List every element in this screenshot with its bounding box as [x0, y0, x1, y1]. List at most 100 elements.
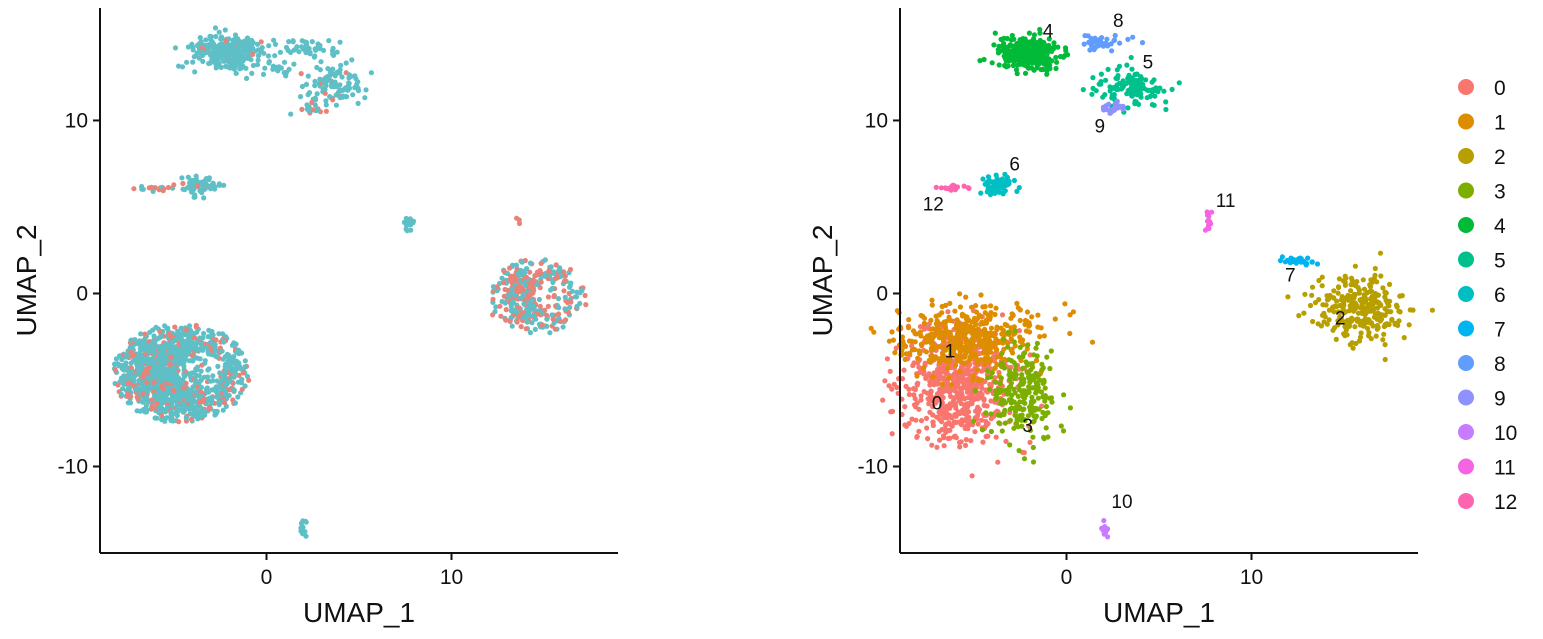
scatter-point	[1163, 99, 1169, 105]
scatter-point	[983, 423, 989, 429]
scatter-point	[1014, 416, 1020, 423]
scatter-point	[1046, 57, 1052, 63]
scatter-point	[1350, 345, 1356, 351]
cluster-label: 1	[945, 342, 956, 363]
scatter-point	[1047, 365, 1053, 372]
scatter-point	[542, 257, 548, 263]
scatter-point	[985, 312, 991, 318]
scatter-point	[958, 422, 965, 428]
scatter-point	[501, 268, 507, 274]
scatter-point	[222, 27, 228, 33]
scatter-point	[1006, 384, 1012, 391]
scatter-point	[947, 335, 953, 341]
scatter-point	[221, 373, 227, 379]
scatter-point	[513, 308, 519, 314]
scatter-point	[152, 185, 158, 191]
scatter-point	[562, 273, 568, 279]
scatter-point	[169, 349, 175, 355]
scatter-point	[1022, 70, 1029, 76]
scatter-point	[929, 297, 935, 303]
scatter-point	[997, 381, 1003, 387]
scatter-point	[1029, 314, 1035, 320]
scatter-point	[968, 349, 974, 355]
scatter-point	[868, 325, 874, 331]
scatter-point	[1380, 337, 1386, 343]
scatter-point	[527, 330, 534, 336]
scatter-point	[1039, 367, 1045, 373]
scatter-point	[1009, 392, 1015, 398]
scatter-point	[558, 318, 564, 325]
cluster-label: 6	[1009, 155, 1020, 176]
scatter-point	[518, 272, 524, 278]
scatter-point	[986, 343, 993, 349]
scatter-point	[1016, 328, 1023, 334]
scatter-point	[1342, 319, 1348, 325]
scatter-point	[226, 54, 232, 60]
scatter-point	[1367, 320, 1373, 326]
legend-swatch	[1458, 389, 1474, 406]
scatter-point	[1040, 48, 1046, 54]
scatter-point	[1319, 283, 1325, 289]
scatter-point	[975, 404, 981, 410]
scatter-point	[983, 320, 990, 326]
scatter-point	[118, 391, 124, 397]
scatter-point	[173, 336, 179, 342]
scatter-point	[1103, 77, 1109, 83]
scatter-point	[255, 57, 261, 63]
scatter-point	[569, 288, 576, 294]
scatter-point	[1033, 358, 1039, 364]
scatter-point	[961, 183, 967, 189]
scatter-point	[889, 408, 896, 414]
scatter-point	[1410, 307, 1416, 313]
scatter-point	[323, 102, 329, 108]
scatter-point	[1358, 330, 1364, 336]
scatter-point	[1360, 277, 1366, 283]
scatter-point	[999, 177, 1005, 183]
scatter-point	[136, 377, 142, 384]
scatter-point	[1010, 350, 1016, 356]
scatter-point	[1001, 346, 1007, 352]
scatter-point	[1344, 296, 1350, 302]
scatter-point	[120, 386, 126, 392]
scatter-point	[983, 418, 989, 424]
scatter-point	[998, 351, 1005, 357]
scatter-point	[1019, 372, 1025, 378]
scatter-point	[203, 37, 209, 43]
scatter-point	[988, 325, 995, 331]
scatter-point	[216, 181, 222, 187]
x-ticks: 0 10	[261, 553, 463, 589]
scatter-point	[1378, 273, 1384, 279]
scatter-point	[185, 44, 191, 50]
scatter-point	[918, 393, 924, 399]
scatter-point	[534, 281, 540, 288]
scatter-point	[1019, 47, 1025, 53]
scatter-point	[1337, 302, 1343, 309]
scatter-point	[206, 177, 212, 183]
scatter-point	[1138, 91, 1144, 97]
scatter-point	[933, 184, 939, 190]
scatter-point	[156, 405, 162, 411]
scatter-point	[314, 91, 320, 97]
scatter-point	[953, 380, 960, 386]
scatter-point	[932, 333, 938, 339]
scatter-point	[942, 369, 948, 376]
scatter-point	[184, 344, 191, 351]
scatter-point	[1044, 354, 1050, 360]
scatter-point	[1117, 40, 1123, 46]
scatter-point	[115, 382, 121, 388]
scatter-point	[1015, 393, 1021, 399]
scatter-point	[921, 389, 927, 395]
scatter-point	[164, 381, 170, 387]
scatter-point	[191, 335, 198, 341]
cluster-label: 10	[1111, 492, 1132, 513]
scatter-point	[203, 50, 209, 56]
legend-label: 11	[1494, 457, 1516, 480]
scatter-point	[307, 49, 313, 56]
scatter-point	[228, 42, 234, 48]
scatter-point	[988, 398, 994, 404]
scatter-point	[957, 304, 964, 310]
scatter-point	[1382, 289, 1388, 295]
scatter-point	[958, 344, 964, 351]
scatter-point	[166, 362, 172, 368]
legend-label: 2	[1494, 146, 1506, 169]
